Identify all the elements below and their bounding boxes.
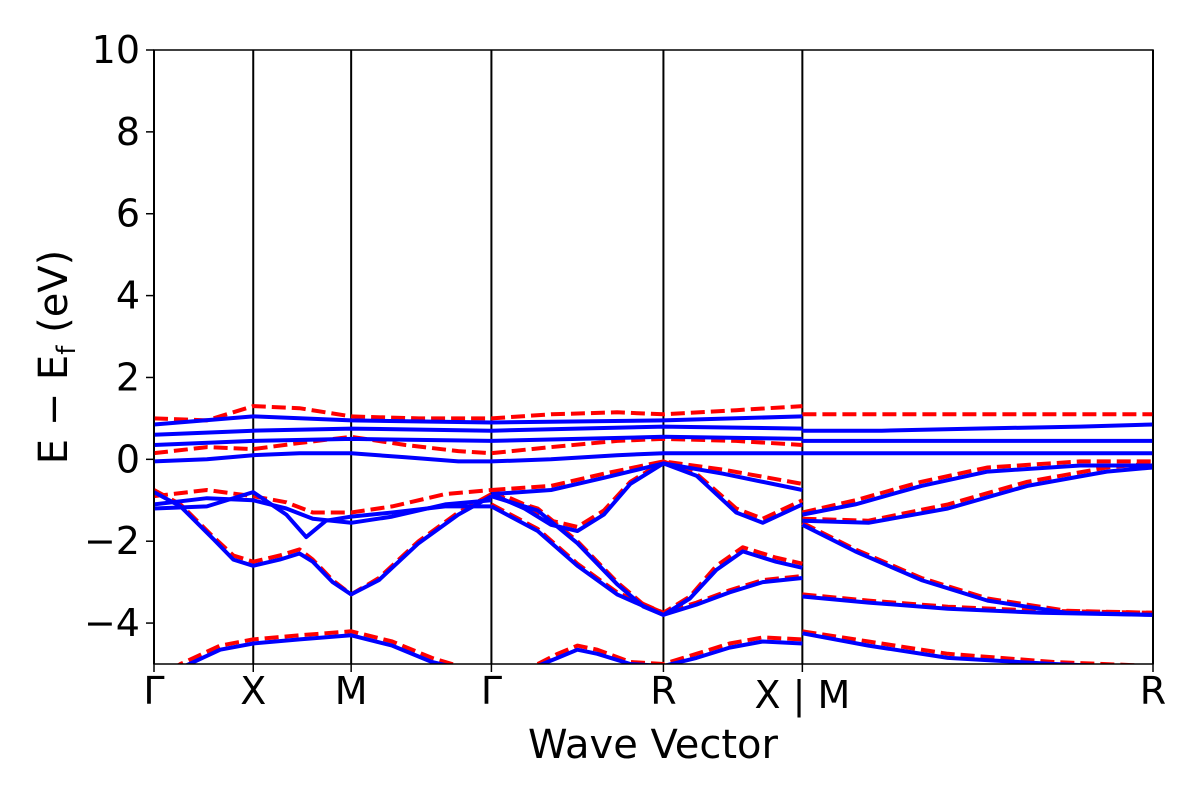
solid-band-20 bbox=[802, 422, 1153, 433]
solid-band-1 bbox=[537, 639, 803, 664]
x-axis-ticks: Γ X M Γ R X | M R bbox=[143, 664, 1166, 718]
solid-band-10 bbox=[154, 451, 803, 464]
y-tick-label-6: 8 bbox=[116, 110, 140, 154]
y-tick-label-7: 10 bbox=[92, 28, 140, 72]
x-tick-label-1: X bbox=[240, 669, 266, 713]
x-tick-label-2: M bbox=[335, 669, 368, 713]
solid-band-12 bbox=[154, 424, 803, 437]
x-tick-label-0: Γ bbox=[143, 669, 164, 713]
dashed-band-9 bbox=[154, 434, 803, 456]
solid-band-2 bbox=[802, 631, 1103, 664]
dashed-band-10 bbox=[801, 459, 1153, 515]
solid-band-0 bbox=[184, 633, 450, 664]
solid-band-17 bbox=[801, 523, 1153, 617]
x-tick-label-4: R bbox=[650, 669, 676, 713]
y-axis-ticks: −4 −2 0 2 4 6 8 10 bbox=[84, 28, 154, 645]
solid-band-3 bbox=[154, 490, 493, 597]
x-tick-label-3: Γ bbox=[481, 669, 502, 713]
y-axis-label: E − Ef (eV) bbox=[31, 250, 82, 465]
x-tick-label-6: R bbox=[1140, 669, 1166, 713]
solid-band-14 bbox=[802, 463, 1153, 517]
y-axis-label-main: E − E bbox=[31, 355, 77, 465]
dashed-band-8 bbox=[491, 459, 803, 492]
solid-band-13 bbox=[154, 414, 803, 427]
x-axis-label: Wave Vector bbox=[528, 722, 779, 768]
dashed-band-11 bbox=[802, 461, 1153, 523]
solid-band-9 bbox=[491, 461, 803, 497]
y-tick-label-0: −4 bbox=[84, 601, 140, 645]
y-tick-label-3: 2 bbox=[116, 355, 140, 399]
dashed-band-6 bbox=[154, 488, 492, 515]
band-lines bbox=[154, 404, 1153, 664]
dashed-band-1 bbox=[536, 635, 803, 664]
y-tick-label-2: 0 bbox=[116, 437, 140, 481]
solid-band-15 bbox=[802, 465, 1153, 525]
y-tick-label-1: −2 bbox=[84, 519, 140, 563]
x-tick-label-5: X | M bbox=[754, 673, 850, 718]
solid-band-11 bbox=[154, 434, 803, 447]
y-tick-label-5: 6 bbox=[116, 192, 140, 236]
dashed-band-14 bbox=[154, 404, 803, 423]
solid-band-7 bbox=[154, 490, 492, 540]
y-axis-label-unit: (eV) bbox=[31, 250, 77, 346]
dashed-band-0 bbox=[176, 629, 459, 664]
solid-band-8 bbox=[490, 461, 804, 533]
solid-band-5 bbox=[490, 504, 803, 617]
plot-frame bbox=[153, 49, 1154, 665]
y-tick-label-4: 4 bbox=[116, 274, 140, 318]
y-axis-label-subscript: f bbox=[52, 345, 82, 355]
